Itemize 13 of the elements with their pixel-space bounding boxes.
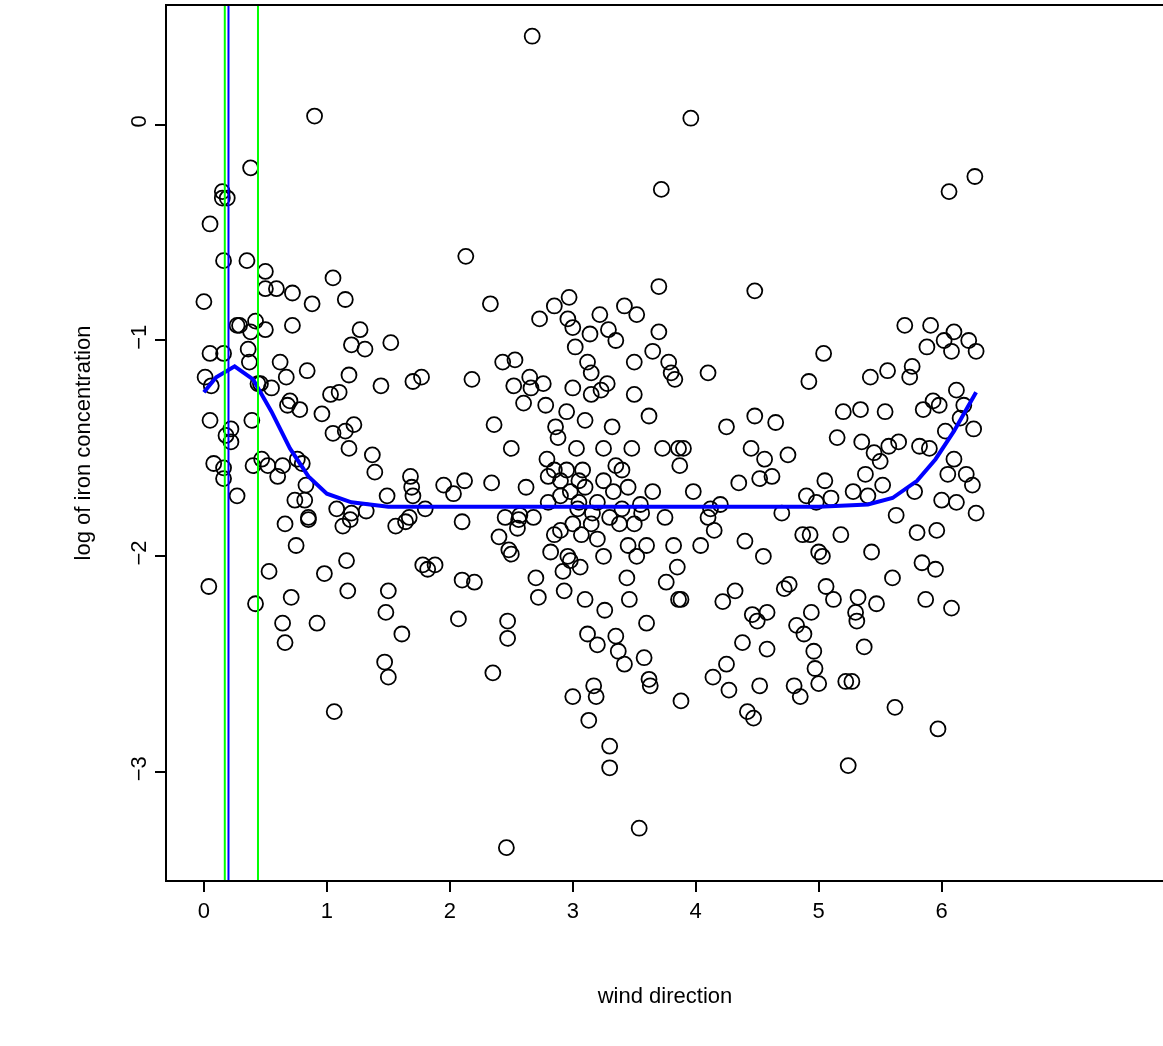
x-tick-label: 3 bbox=[566, 898, 579, 924]
x-tick-label: 4 bbox=[689, 898, 702, 924]
y-tick-label: −1 bbox=[126, 324, 152, 350]
y-tick-label: −3 bbox=[126, 756, 152, 782]
x-tick-label: 6 bbox=[935, 898, 948, 924]
y-axis-title: log of iron concentration bbox=[69, 325, 95, 561]
x-axis-title: wind direction bbox=[596, 982, 733, 1008]
x-tick-label: 5 bbox=[812, 898, 825, 924]
y-tick-label: −2 bbox=[126, 540, 152, 566]
x-tick-label: 2 bbox=[443, 898, 456, 924]
y-tick-label: 0 bbox=[126, 115, 152, 128]
x-tick-label: 1 bbox=[320, 898, 333, 924]
x-tick-label: 0 bbox=[197, 898, 211, 924]
